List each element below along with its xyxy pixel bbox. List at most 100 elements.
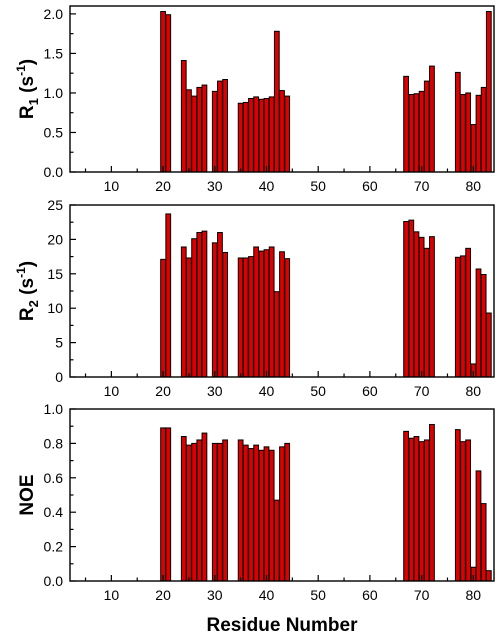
x-tick-label: 30 — [207, 587, 223, 603]
bar-r2-residue-79 — [466, 248, 471, 377]
bar-r2-residue-68 — [409, 220, 414, 377]
bar-noe-residue-39 — [259, 450, 264, 581]
bar-r1-residue-72 — [430, 66, 435, 172]
bar-r1-residue-81 — [476, 95, 481, 172]
bar-r1-residue-68 — [409, 95, 414, 172]
bar-r2-residue-37 — [249, 257, 254, 377]
y-tick-label: 0.2 — [44, 539, 64, 555]
bar-r1-residue-25 — [187, 90, 192, 172]
y-tick-label: 1.5 — [44, 45, 64, 61]
x-tick-label: 50 — [310, 587, 326, 603]
bar-r2-residue-77 — [455, 257, 460, 377]
y-tick-label: 20 — [47, 231, 63, 247]
bar-r1-residue-39 — [259, 99, 264, 172]
x-tick-label: 20 — [155, 383, 171, 399]
bar-noe-residue-82 — [481, 504, 486, 581]
bar-noe-residue-83 — [486, 571, 491, 581]
bar-noe-residue-78 — [461, 442, 466, 581]
x-tick-label: 60 — [362, 587, 378, 603]
bar-r1-residue-26 — [192, 96, 197, 172]
bar-r1-residue-28 — [202, 85, 207, 172]
bar-r2-residue-67 — [404, 222, 409, 377]
bar-r2-residue-41 — [269, 247, 274, 377]
bar-r1-residue-44 — [285, 96, 290, 172]
bar-r1-residue-70 — [419, 91, 424, 172]
y-axis-title: R1 (s-1) — [14, 59, 41, 119]
x-axis-title: Residue Number — [207, 615, 359, 636]
bar-noe-residue-79 — [466, 440, 471, 581]
x-tick-label: 10 — [104, 383, 120, 399]
bar-r2-residue-69 — [414, 232, 419, 377]
bar-r2-residue-35 — [238, 258, 243, 377]
bar-noe-residue-43 — [280, 447, 285, 581]
bar-noe-residue-24 — [181, 437, 186, 581]
bar-r2-residue-71 — [424, 248, 429, 377]
x-tick-label: 30 — [207, 383, 223, 399]
bar-r2-residue-42 — [274, 292, 279, 377]
bar-r1-residue-69 — [414, 94, 419, 172]
bar-r2-residue-72 — [430, 237, 435, 377]
x-tick-label: 70 — [414, 178, 430, 194]
bar-noe-residue-27 — [197, 440, 202, 581]
bar-noe-residue-32 — [223, 440, 228, 581]
bar-r1-residue-83 — [486, 12, 491, 172]
y-tick-label: 1.0 — [44, 401, 64, 417]
bar-r2-residue-31 — [218, 233, 223, 377]
bar-r2-residue-40 — [264, 250, 269, 377]
x-tick-label: 40 — [259, 587, 275, 603]
x-tick-label: 60 — [362, 178, 378, 194]
x-tick-label: 50 — [310, 178, 326, 194]
bar-r1-residue-36 — [243, 102, 248, 172]
bar-noe-residue-68 — [409, 438, 414, 581]
y-tick-label: 0.5 — [44, 124, 64, 140]
bar-r1-residue-41 — [269, 97, 274, 172]
y-tick-label: 0.6 — [44, 470, 64, 486]
bar-r1-residue-24 — [181, 61, 186, 172]
bar-noe-residue-25 — [187, 445, 192, 581]
x-tick-label: 70 — [414, 383, 430, 399]
bar-r1-residue-30 — [212, 91, 217, 172]
bar-noe-residue-38 — [254, 445, 259, 581]
y-axis-title: R2 (s-1) — [14, 261, 41, 321]
bar-r2-residue-39 — [259, 251, 264, 377]
y-tick-label: 0.8 — [44, 435, 64, 451]
bar-r1-residue-43 — [280, 91, 285, 172]
x-tick-label: 60 — [362, 383, 378, 399]
y-tick-label: 0.0 — [44, 573, 64, 589]
bar-noe-residue-41 — [269, 450, 274, 581]
bar-noe-residue-69 — [414, 437, 419, 581]
bar-r2-residue-43 — [280, 252, 285, 377]
bar-noe-residue-71 — [424, 440, 429, 581]
bar-r2-residue-21 — [166, 214, 171, 377]
y-tick-label: 10 — [47, 300, 63, 316]
bar-noe-residue-42 — [274, 500, 279, 581]
x-tick-label: 20 — [155, 587, 171, 603]
x-tick-label: 40 — [259, 178, 275, 194]
bar-r2-residue-83 — [486, 313, 491, 377]
panel-r1: 0.0 0.5 1.0 1.5 2.0 10 20 30 40 50 60 70 80 R1 (s-1) — [14, 6, 494, 194]
bar-noe-residue-20 — [161, 428, 166, 581]
bar-r2-residue-24 — [181, 247, 186, 377]
bar-r1-residue-37 — [249, 98, 254, 172]
x-tick-label: 50 — [310, 383, 326, 399]
bar-r1-residue-78 — [461, 95, 466, 172]
bar-r2-residue-82 — [481, 274, 486, 377]
y-tick-label: 0.0 — [44, 164, 64, 180]
bar-noe-residue-30 — [212, 443, 217, 581]
bar-noe-residue-44 — [285, 443, 290, 581]
bar-r2-residue-30 — [212, 243, 217, 377]
bar-r2-residue-32 — [223, 252, 228, 377]
bar-r2-residue-20 — [161, 259, 166, 377]
bar-r1-residue-67 — [404, 76, 409, 172]
bar-r1-residue-32 — [223, 80, 228, 172]
bar-noe-residue-81 — [476, 471, 481, 581]
bar-r1-residue-20 — [161, 12, 166, 172]
bar-noe-residue-36 — [243, 445, 248, 581]
panel-r2: 0 5 10 15 20 25 10 20 30 40 50 60 70 80 R2 (s-1) — [14, 197, 494, 399]
bar-noe-residue-70 — [419, 442, 424, 581]
y-tick-label: 25 — [47, 197, 63, 213]
bar-r1-residue-82 — [481, 87, 486, 172]
bar-noe-residue-31 — [218, 443, 223, 581]
bar-r2-residue-36 — [243, 258, 248, 377]
